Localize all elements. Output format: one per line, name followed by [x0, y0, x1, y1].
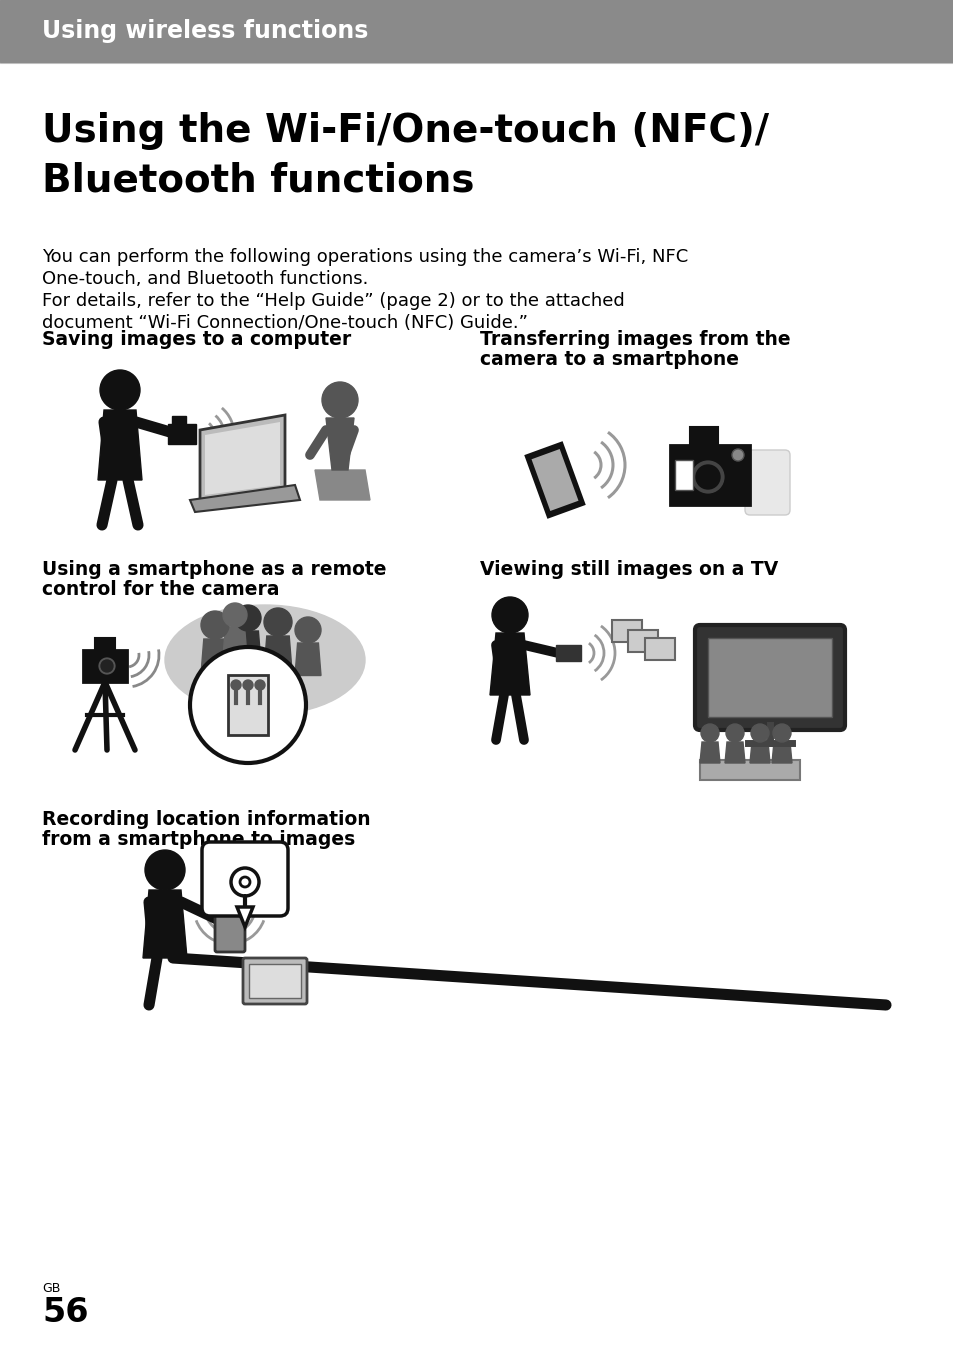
- Polygon shape: [264, 636, 292, 671]
- Circle shape: [750, 724, 768, 742]
- Circle shape: [696, 465, 720, 490]
- Circle shape: [322, 382, 357, 418]
- Circle shape: [190, 647, 306, 763]
- Circle shape: [264, 608, 292, 636]
- Circle shape: [725, 724, 743, 742]
- Text: GB: GB: [42, 1282, 60, 1295]
- Circle shape: [231, 681, 241, 690]
- Bar: [95, 638, 115, 652]
- Bar: [644, 638, 675, 660]
- Circle shape: [700, 724, 719, 742]
- Bar: [675, 460, 692, 490]
- Circle shape: [145, 850, 185, 890]
- Polygon shape: [234, 631, 261, 663]
- Text: One-touch, and Bluetooth functions.: One-touch, and Bluetooth functions.: [42, 270, 368, 288]
- Circle shape: [772, 724, 790, 742]
- Polygon shape: [771, 742, 791, 763]
- Text: Viewing still images on a TV: Viewing still images on a TV: [479, 560, 778, 578]
- Text: camera to a smartphone: camera to a smartphone: [479, 350, 739, 369]
- Bar: [669, 445, 749, 504]
- Polygon shape: [294, 643, 320, 675]
- Text: document “Wi-Fi Connection/One-touch (NFC) Guide.”: document “Wi-Fi Connection/One-touch (NF…: [42, 313, 527, 332]
- Circle shape: [223, 603, 247, 627]
- Circle shape: [97, 656, 117, 677]
- Circle shape: [243, 681, 253, 690]
- Polygon shape: [98, 410, 142, 480]
- Bar: [228, 675, 268, 734]
- FancyBboxPatch shape: [695, 625, 844, 730]
- Polygon shape: [700, 742, 720, 763]
- Circle shape: [492, 597, 527, 633]
- Polygon shape: [200, 416, 285, 500]
- Bar: [689, 426, 718, 447]
- Bar: [627, 629, 658, 652]
- Circle shape: [254, 681, 265, 690]
- Polygon shape: [223, 627, 247, 656]
- Text: Bluetooth functions: Bluetooth functions: [42, 161, 474, 200]
- Polygon shape: [724, 742, 744, 763]
- Circle shape: [294, 617, 320, 643]
- Bar: [168, 424, 195, 444]
- Text: Using the Wi-Fi/One-touch (NFC)/: Using the Wi-Fi/One-touch (NFC)/: [42, 112, 768, 151]
- Bar: [700, 760, 800, 780]
- Polygon shape: [326, 418, 354, 469]
- Text: control for the camera: control for the camera: [42, 580, 279, 599]
- FancyBboxPatch shape: [214, 907, 245, 952]
- Polygon shape: [749, 742, 769, 763]
- Polygon shape: [201, 639, 229, 674]
- FancyBboxPatch shape: [202, 842, 288, 916]
- Polygon shape: [205, 422, 280, 495]
- Polygon shape: [143, 890, 187, 958]
- Polygon shape: [314, 469, 370, 500]
- Text: For details, refer to the “Help Guide” (page 2) or to the attached: For details, refer to the “Help Guide” (…: [42, 292, 624, 309]
- Circle shape: [240, 877, 250, 886]
- Text: Transferring images from the: Transferring images from the: [479, 330, 790, 348]
- Circle shape: [201, 611, 229, 639]
- Bar: [172, 416, 186, 426]
- Bar: [612, 620, 641, 642]
- Polygon shape: [525, 443, 583, 516]
- Polygon shape: [190, 486, 299, 512]
- Text: 56: 56: [42, 1297, 89, 1329]
- Circle shape: [689, 459, 725, 495]
- Bar: [0, 0, 953, 62]
- Circle shape: [731, 449, 743, 461]
- Ellipse shape: [165, 605, 365, 716]
- Bar: [83, 650, 127, 682]
- Circle shape: [101, 660, 112, 672]
- Text: from a smartphone to images: from a smartphone to images: [42, 830, 355, 849]
- Bar: [707, 638, 831, 717]
- Circle shape: [234, 605, 261, 631]
- Text: Using wireless functions: Using wireless functions: [42, 19, 368, 43]
- FancyBboxPatch shape: [744, 451, 789, 515]
- Circle shape: [231, 868, 258, 896]
- Polygon shape: [490, 633, 530, 695]
- Bar: [556, 646, 580, 660]
- Circle shape: [100, 370, 140, 410]
- FancyBboxPatch shape: [243, 958, 307, 1003]
- Text: Saving images to a computer: Saving images to a computer: [42, 330, 351, 348]
- Text: Recording location information: Recording location information: [42, 810, 370, 829]
- Polygon shape: [531, 449, 578, 511]
- Bar: [249, 964, 301, 998]
- Text: You can perform the following operations using the camera’s Wi-Fi, NFC: You can perform the following operations…: [42, 247, 687, 266]
- Text: Using a smartphone as a remote: Using a smartphone as a remote: [42, 560, 386, 578]
- Polygon shape: [236, 908, 253, 925]
